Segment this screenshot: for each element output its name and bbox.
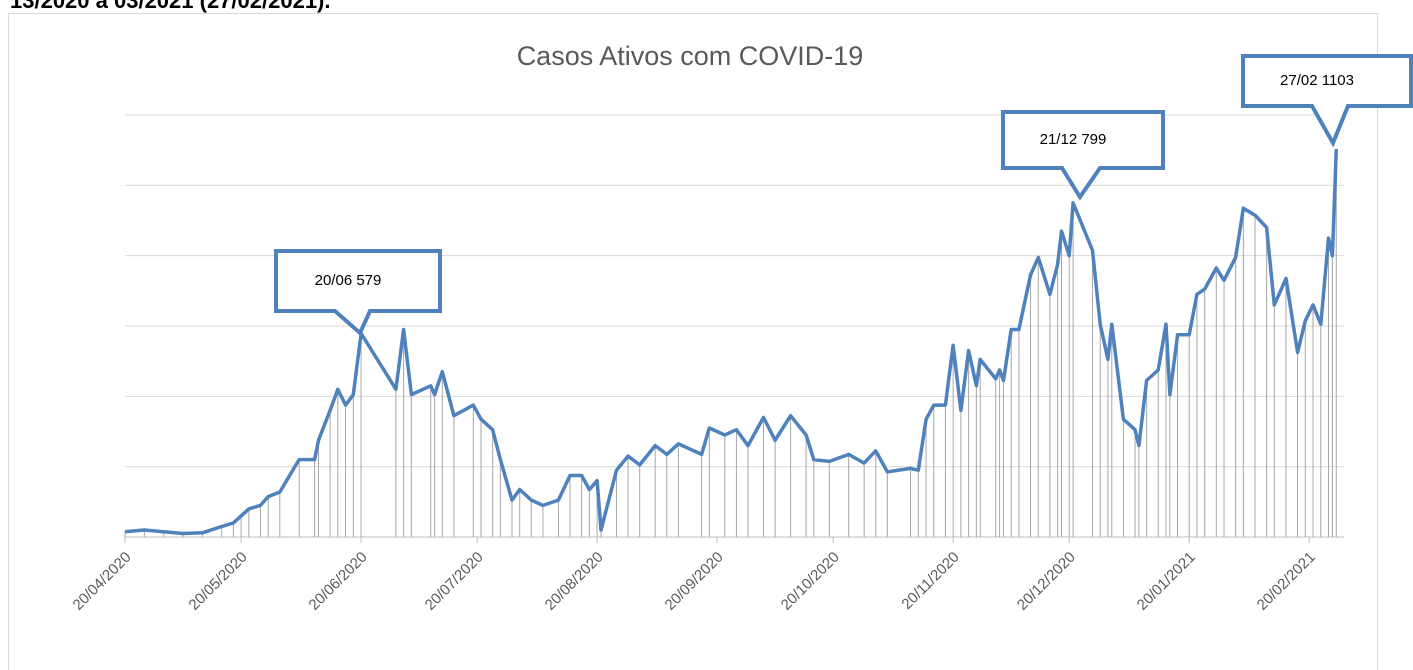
callout — [1001, 110, 1165, 201]
callout — [1241, 54, 1413, 148]
heading: 13/2020 a 03/2021 (27/02/2021). — [10, 0, 331, 13]
callout-text: 20/06 579 — [315, 272, 382, 289]
series-line — [124, 149, 1339, 536]
callout-text: 21/12 799 — [1040, 131, 1107, 148]
callout-text: 27/02 1103 — [1280, 72, 1354, 89]
callout — [274, 249, 442, 337]
chart-title: Casos Ativos com COVID-19 — [517, 41, 864, 71]
